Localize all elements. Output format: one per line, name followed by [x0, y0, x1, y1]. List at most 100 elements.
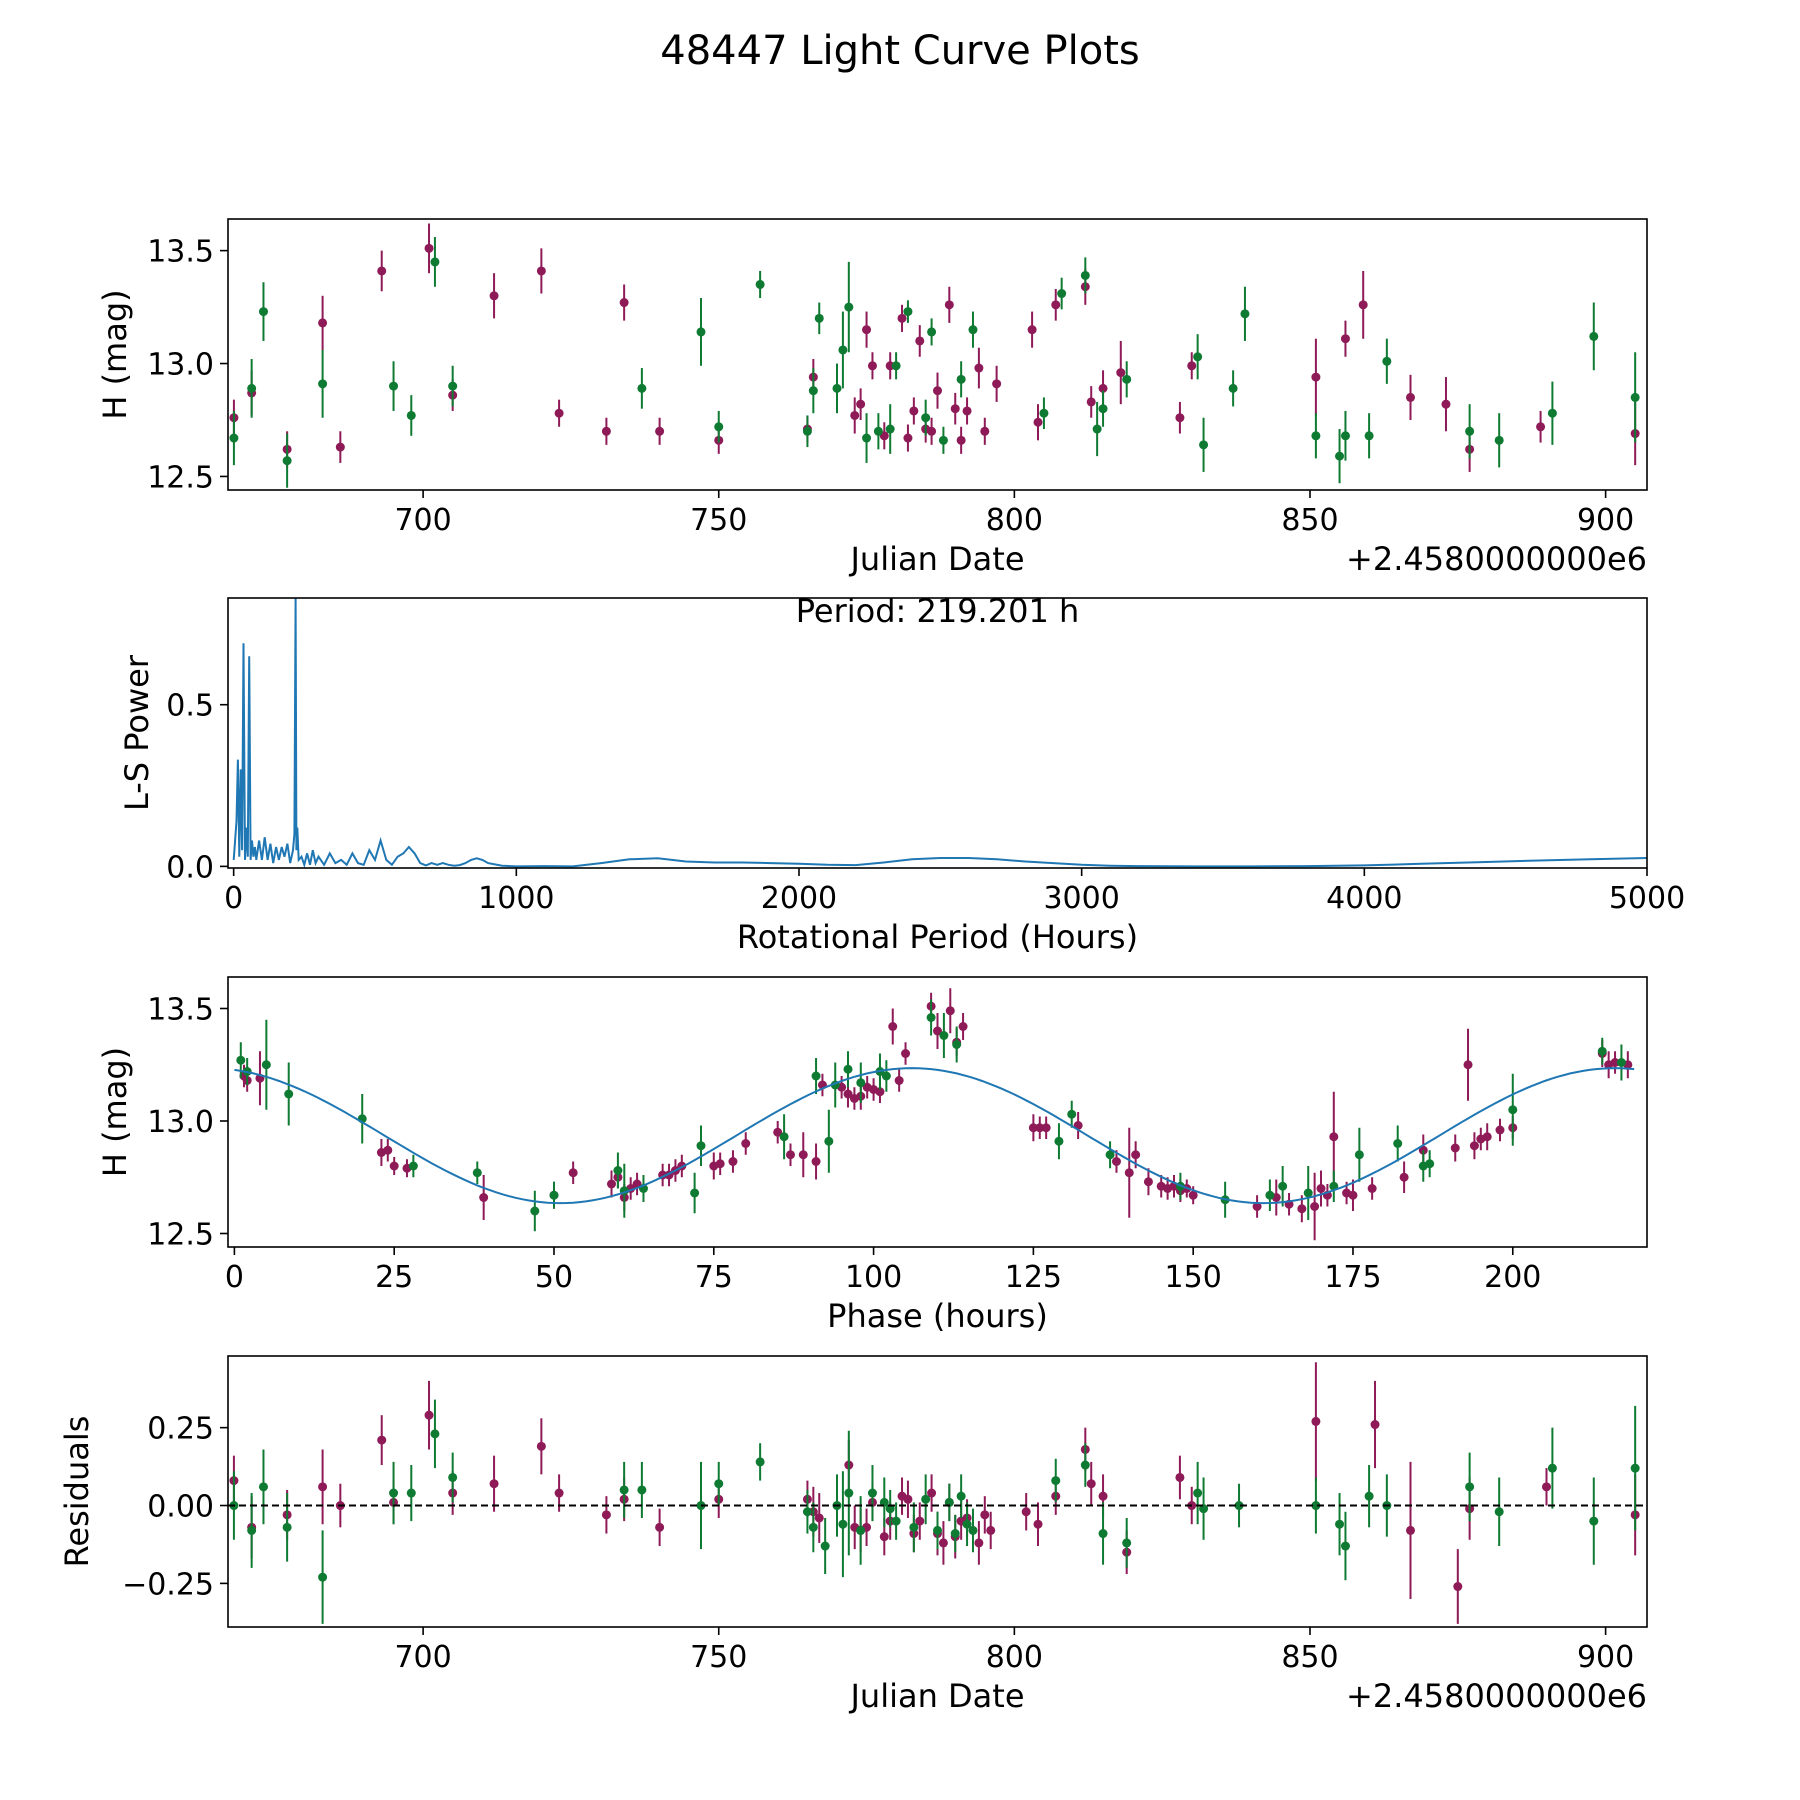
residuals-point [1370, 1420, 1380, 1430]
lightcurve-point [992, 379, 1002, 389]
residuals-point [554, 1488, 564, 1498]
lightcurve-point [282, 456, 292, 466]
model-curve [234, 1067, 1635, 1205]
lightcurve-point [536, 266, 546, 276]
residuals-point [1589, 1516, 1599, 1526]
residuals-point [1311, 1501, 1321, 1511]
lightcurve-point [389, 381, 399, 391]
phase-point [933, 1026, 942, 1036]
residuals-point [974, 1538, 984, 1548]
residuals-frame [227, 1355, 1648, 1628]
lightcurve-point [909, 406, 919, 416]
phase-point [530, 1206, 540, 1216]
phase-point [1265, 1190, 1275, 1200]
lightcurve-point [956, 435, 966, 445]
phase-ylabel: H (mag) [96, 1047, 134, 1177]
phase-point [472, 1168, 482, 1178]
lightcurve-point [318, 318, 328, 328]
residuals-plot-area [229, 1362, 1640, 1624]
lightcurve-point [1057, 289, 1067, 299]
lightcurve-point [867, 361, 877, 371]
residuals-xtick-label: 900 [1577, 1640, 1634, 1675]
periodogram-plot-area [232, 598, 1647, 868]
residuals-point [980, 1510, 990, 1520]
lightcurve-point [1086, 397, 1096, 407]
residuals-point [927, 1488, 937, 1498]
residuals-point [986, 1525, 996, 1535]
residuals-xtick-label: 800 [986, 1640, 1043, 1675]
periodogram-xtick-label: 3000 [1043, 881, 1119, 916]
lightcurve-point [655, 426, 665, 436]
phase-point [1610, 1058, 1620, 1067]
phase-point [811, 1071, 821, 1081]
lightcurve-point [974, 363, 984, 373]
phase-plot-area [234, 988, 1635, 1241]
lightcurve-point [862, 433, 872, 443]
phase-point [811, 1157, 821, 1166]
residuals-point [1086, 1479, 1096, 1489]
lightcurve-point [1027, 325, 1037, 335]
lightcurve-point [862, 325, 872, 335]
phase-xtick-label: 50 [535, 1260, 573, 1295]
phase-point [1495, 1125, 1505, 1135]
lightcurve-point [406, 410, 416, 420]
lightcurve-point [950, 404, 960, 414]
lightcurve-point [927, 327, 937, 337]
phase-point [881, 1071, 891, 1081]
lightcurve-plot-area [229, 223, 1640, 488]
residuals-series-band-b [229, 1399, 1640, 1624]
phase-point [1348, 1190, 1358, 1200]
residuals-point [1465, 1482, 1475, 1492]
lightcurve-point [1311, 431, 1321, 441]
phase-point [696, 1141, 706, 1151]
lightcurve-point [873, 426, 883, 436]
lightcurve-point [808, 386, 818, 396]
residuals-point [1098, 1529, 1108, 1539]
phase-point [773, 1127, 783, 1137]
lightcurve-point [1193, 352, 1203, 362]
phase-xlabel: Phase (hours) [827, 1297, 1048, 1335]
lightcurve-point [1187, 361, 1197, 371]
phase-point [875, 1087, 885, 1097]
lightcurve-point [1358, 300, 1368, 310]
phase-point [715, 1159, 725, 1169]
phase-point [1469, 1141, 1479, 1151]
phase-xtick-label: 125 [1005, 1260, 1062, 1295]
residuals-point [318, 1572, 328, 1582]
phase-xtick-label: 100 [845, 1260, 902, 1295]
residuals-point [1122, 1538, 1132, 1548]
phase-point [945, 1006, 955, 1016]
phase-point [1354, 1150, 1364, 1160]
phase-point [1450, 1143, 1460, 1153]
residuals-point [619, 1485, 629, 1495]
residuals-point [1547, 1463, 1557, 1473]
residuals-point [1098, 1491, 1108, 1501]
lightcurve-point [1116, 368, 1126, 378]
phase-point [1425, 1159, 1435, 1169]
phase-ytick-label: 13.0 [147, 1105, 214, 1140]
residuals-point [1175, 1472, 1185, 1482]
lightcurve-point [377, 266, 387, 276]
phase-point [284, 1089, 294, 1099]
lightcurve-point [838, 345, 848, 355]
phase-point [690, 1188, 700, 1198]
residuals-point [1234, 1501, 1244, 1511]
residuals-point [258, 1482, 268, 1492]
phase-point [798, 1150, 808, 1160]
residuals-xtick-label: 750 [690, 1640, 747, 1675]
phase-xtick-label: 175 [1324, 1260, 1381, 1295]
phase-point [1105, 1150, 1115, 1160]
periodogram-xtick-label: 0 [224, 881, 243, 916]
phase-point [785, 1150, 795, 1160]
residuals-point [933, 1525, 942, 1535]
lightcurve-point [1536, 422, 1546, 432]
lightcurve-point [247, 383, 257, 393]
lightcurve-point [318, 379, 328, 389]
residuals-ytick-label: 0.00 [147, 1490, 214, 1525]
residuals-xlabel: Julian Date [848, 1677, 1024, 1715]
residuals-point [406, 1488, 416, 1498]
residuals-point [1051, 1476, 1061, 1486]
lightcurve-point [755, 279, 765, 289]
phase-point [894, 1076, 904, 1085]
phase-point [1252, 1202, 1262, 1211]
